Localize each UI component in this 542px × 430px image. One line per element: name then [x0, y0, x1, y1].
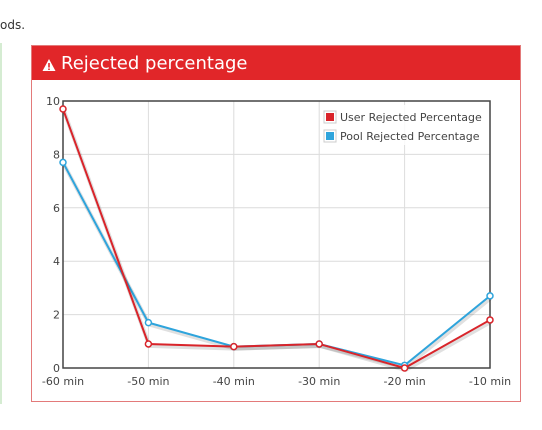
legend-label: Pool Rejected Percentage	[340, 130, 480, 143]
legend-box	[320, 105, 486, 145]
x-tick-label: -40 min	[213, 375, 255, 388]
series-point-pool-rejected	[144, 318, 153, 327]
series-point-user-rejected	[144, 340, 153, 348]
warning-icon	[42, 56, 56, 71]
legend-label: User Rejected Percentage	[340, 111, 482, 124]
legend-swatch	[326, 132, 334, 140]
series-point-user-rejected	[486, 316, 494, 324]
series-line-shadow	[62, 163, 493, 370]
series-point-user-rejected	[230, 342, 238, 351]
series-line-pool-rejected	[62, 161, 491, 367]
y-tick-label: 10	[46, 95, 60, 108]
y-tick-label: 6	[53, 202, 60, 215]
y-tick-label: 4	[53, 255, 60, 268]
panel-header: Rejected percentage	[32, 46, 520, 80]
left-panel-border	[0, 43, 2, 404]
series-line-user-rejected	[62, 108, 491, 370]
series-point-pool-rejected	[486, 292, 494, 300]
y-tick-label: 0	[53, 362, 60, 375]
chart-series	[59, 105, 494, 373]
x-tick-label: -10 min	[469, 375, 511, 388]
panel-title: Rejected percentage	[61, 52, 248, 74]
series-point-user-rejected	[59, 105, 67, 113]
x-tick-label: -60 min	[42, 375, 84, 388]
legend-swatch	[326, 113, 334, 121]
rejected-percentage-panel: Rejected percentage	[31, 45, 521, 402]
y-tick-label: 2	[53, 309, 60, 322]
y-tick-label: 8	[53, 148, 60, 161]
series-point-user-rejected	[400, 364, 409, 372]
top-text-fragment: ods.	[0, 18, 26, 32]
series-point-user-rejected	[315, 340, 323, 348]
plot-frame	[62, 100, 491, 369]
x-tick-label: -20 min	[383, 375, 425, 388]
series-point-pool-rejected	[59, 158, 67, 167]
x-tick-label: -50 min	[127, 375, 169, 388]
series-line-shadow	[62, 110, 492, 373]
x-tick-label: -30 min	[298, 375, 340, 388]
chart-legend: User Rejected Percentage Pool Rejected Pe…	[320, 105, 486, 145]
chart-axes: 0 2 4 6 8 10 -60 min -50 min -40 min -30 min -20 m…	[42, 95, 511, 388]
